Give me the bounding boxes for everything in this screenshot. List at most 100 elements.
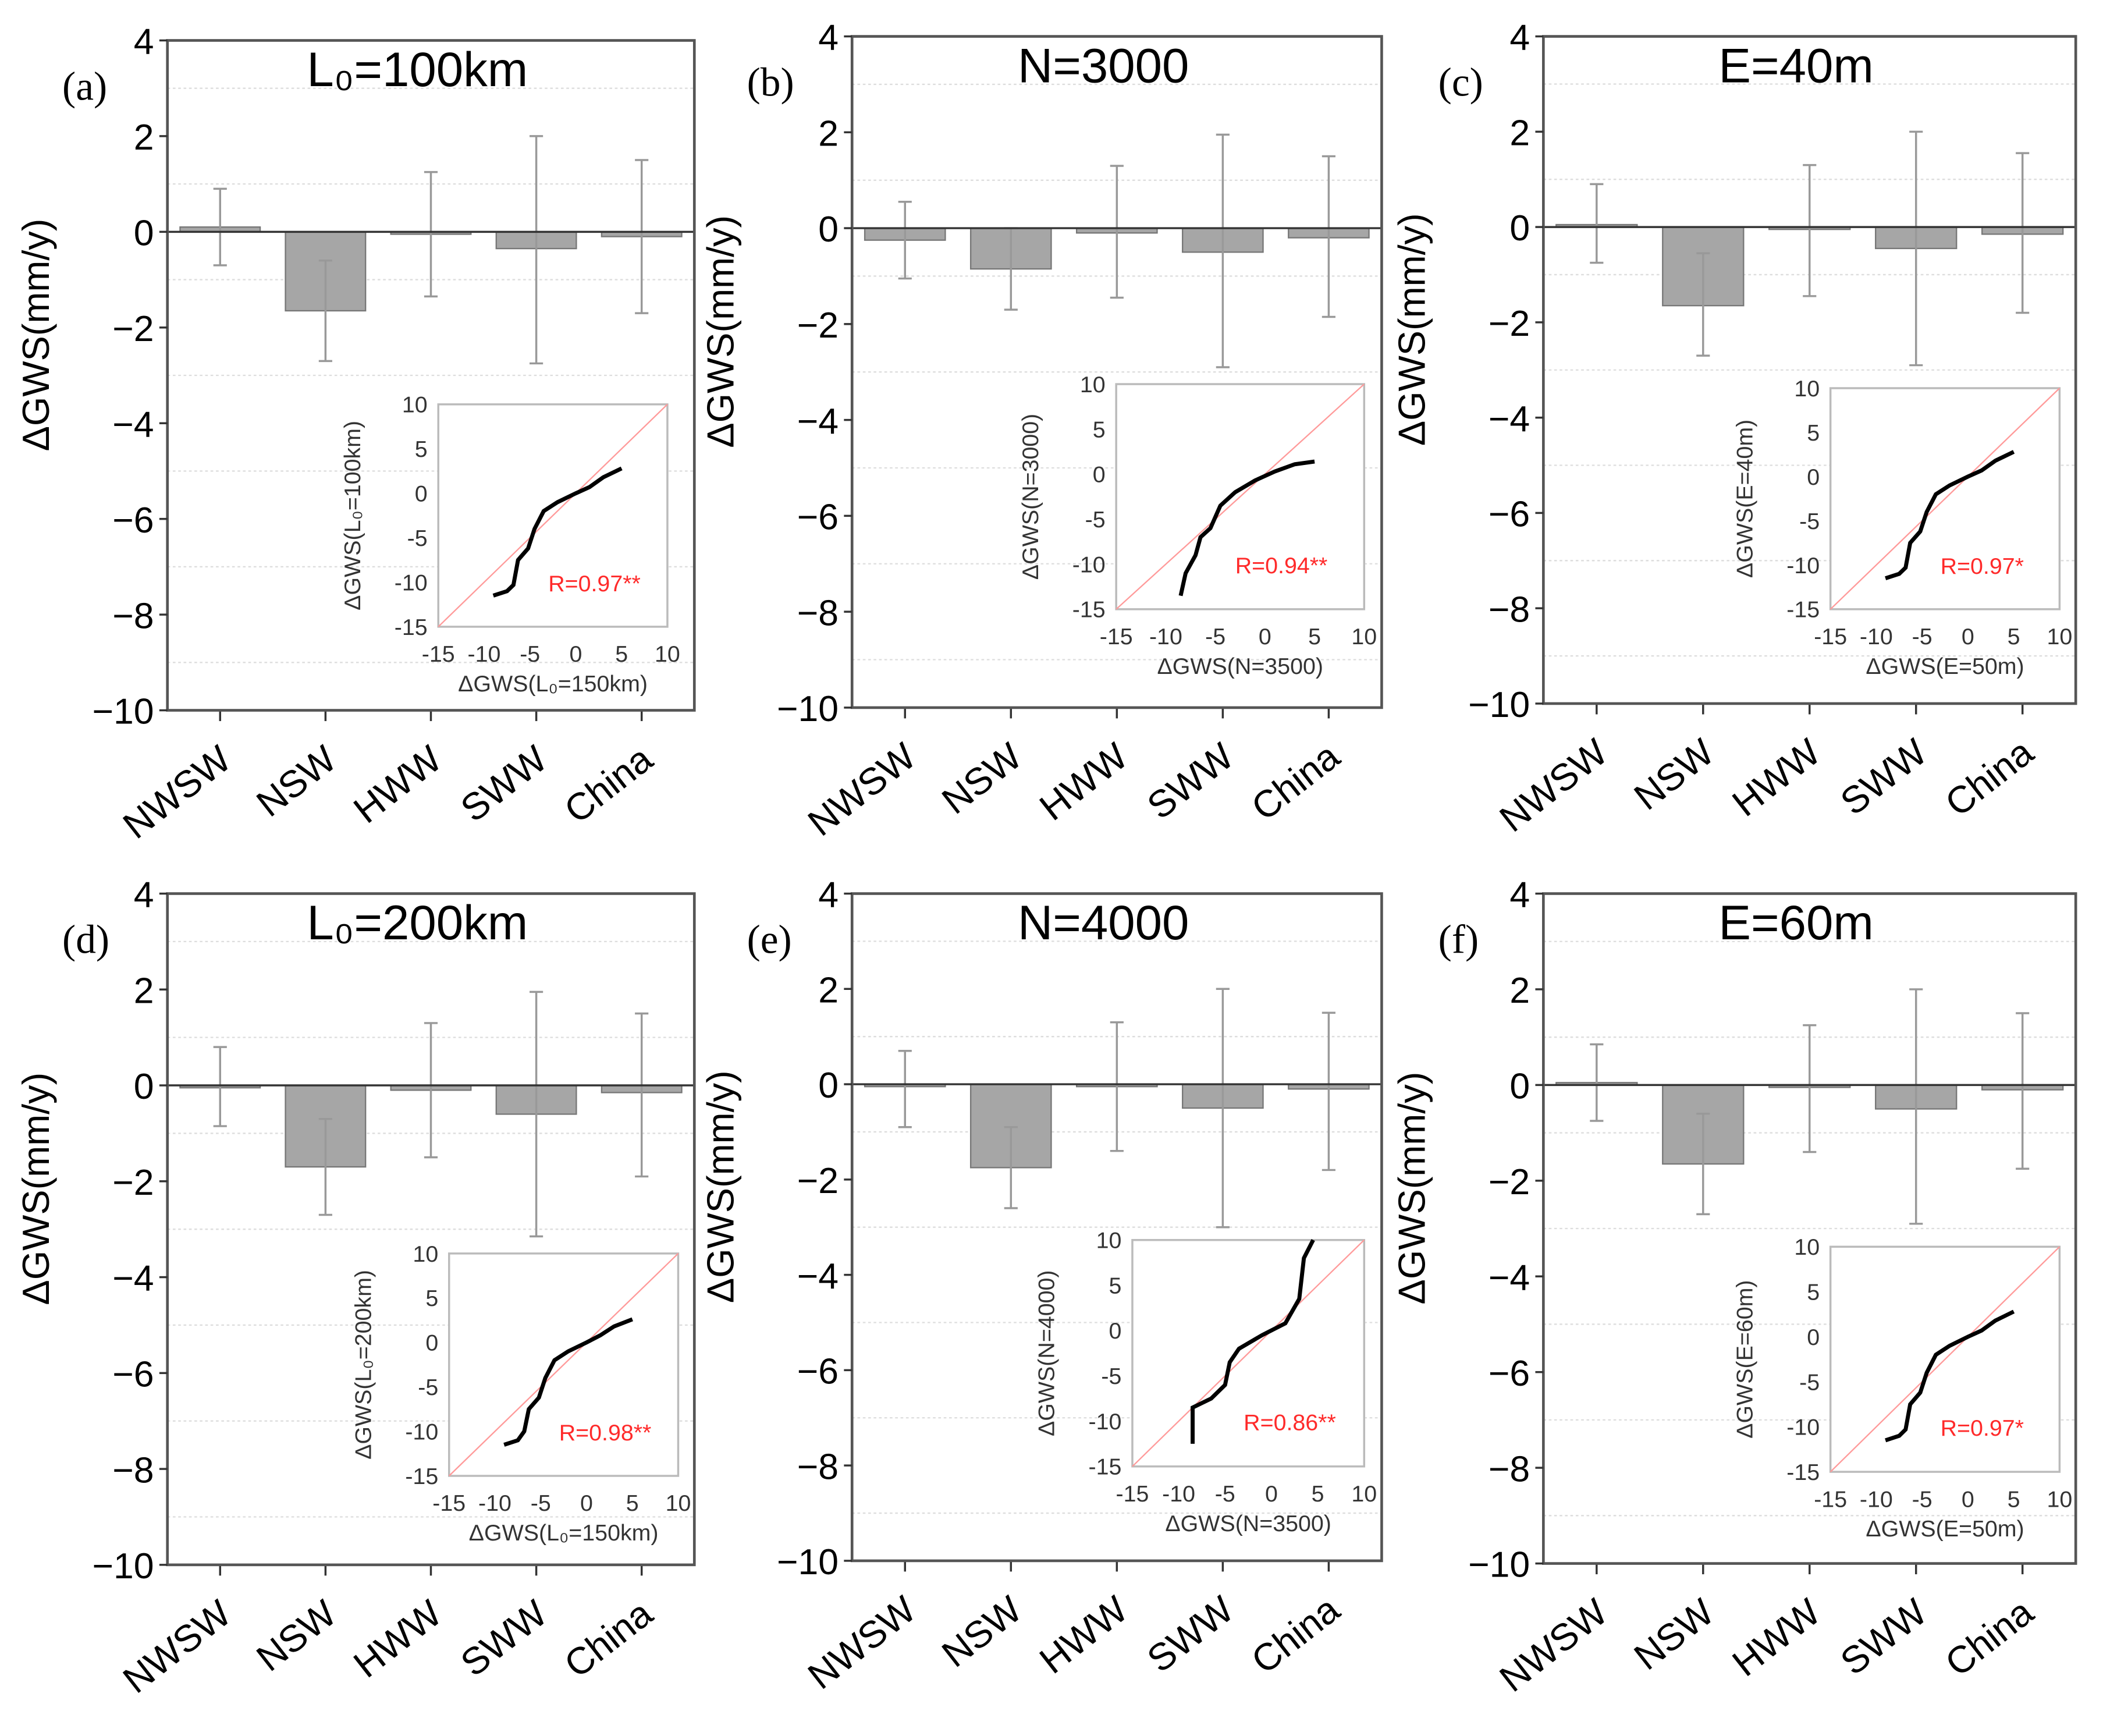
- y-tick-label: −2: [1489, 303, 1530, 344]
- inset-y-tick-label: -10: [1786, 1415, 1820, 1440]
- inset-x-label: ΔGWS(N=3500): [1157, 654, 1323, 679]
- one-to-one-line: [1116, 384, 1365, 610]
- y-tick-label: −4: [112, 404, 154, 445]
- y-tick-label: 0: [1509, 1066, 1530, 1107]
- inset-x-tick-label: 0: [1962, 624, 1974, 649]
- inset-y-tick-label: -15: [1072, 597, 1106, 623]
- y-tick-label: −10: [93, 691, 154, 732]
- y-tick-label: 0: [818, 1065, 839, 1106]
- plot-frame: [850, 892, 1383, 1563]
- inset-y-tick-label: 0: [1109, 1318, 1122, 1344]
- x-tick-label: NSW: [248, 1592, 344, 1680]
- one-to-one-line: [1132, 1239, 1365, 1467]
- correlation-annotation: R=0.97**: [548, 571, 641, 597]
- y-tick-label: 2: [818, 113, 839, 154]
- inset-x-tick-label: -5: [1912, 1486, 1933, 1512]
- inset-y-tick-label: -10: [1786, 553, 1820, 578]
- qq-curve: [503, 1317, 633, 1447]
- y-tick-label: −8: [797, 592, 839, 633]
- inset-y-tick-label: 0: [1093, 462, 1106, 488]
- inset-x-tick-label: 5: [2008, 1486, 2020, 1512]
- inset-x-tick-label: 10: [2047, 1486, 2072, 1512]
- correlation-annotation: R=0.98**: [559, 1420, 652, 1446]
- y-axis-label: ΔGWS(mm/y): [699, 215, 741, 448]
- x-tick-label: NSW: [1626, 730, 1721, 818]
- inset-y-tick-label: 5: [1093, 417, 1106, 442]
- inset-y-tick-label: 10: [413, 1241, 438, 1267]
- inset-x-tick-label: -5: [520, 641, 540, 667]
- inset-y-label: ΔGWS(L₀=100km): [340, 421, 365, 610]
- inset-x-label: ΔGWS(N=3500): [1165, 1511, 1331, 1536]
- x-tick-label: NWSW: [1491, 730, 1615, 840]
- inset-y-tick-label: -5: [418, 1375, 438, 1400]
- y-axis-label: ΔGWS(mm/y): [699, 1070, 741, 1303]
- y-tick-label: −8: [1489, 1449, 1530, 1489]
- y-tick-label: −6: [112, 1354, 154, 1394]
- panel-label: (e): [747, 917, 792, 962]
- plot-frame: [850, 35, 1383, 709]
- x-tick-label: China: [556, 1591, 660, 1685]
- inset-y-tick-label: -15: [1786, 597, 1820, 623]
- x-tick-label: China: [556, 737, 660, 831]
- x-tick-label: China: [1244, 1587, 1348, 1681]
- inset-x-tick-label: 10: [655, 641, 680, 667]
- y-tick-label: −10: [1468, 1545, 1530, 1585]
- y-tick-label: −4: [112, 1258, 154, 1299]
- inset-y-tick-label: 0: [1807, 464, 1820, 490]
- y-tick-label: 4: [818, 17, 839, 58]
- y-tick-label: −2: [112, 1162, 154, 1203]
- y-tick-label: 0: [134, 1066, 154, 1107]
- inset-y-tick-label: 10: [1794, 376, 1820, 402]
- inset-y-label: ΔGWS(E=40m): [1732, 420, 1757, 578]
- y-tick-label: −8: [112, 1450, 154, 1490]
- inset-y-tick-label: 5: [425, 1286, 438, 1311]
- inset-y-tick-label: 10: [402, 392, 428, 418]
- y-tick-label: −4: [1489, 399, 1530, 439]
- panel-title: L₀=100km: [307, 42, 528, 97]
- x-tick-label: HWW: [1032, 734, 1135, 829]
- x-tick-label: HWW: [346, 1592, 449, 1686]
- inset-y-tick-label: -15: [395, 615, 428, 640]
- inset-y-label: ΔGWS(L₀=200km): [350, 1270, 376, 1460]
- inset-x-label: ΔGWS(E=50m): [1866, 1516, 2024, 1542]
- inset-x-tick-label: 0: [570, 641, 582, 667]
- inset-x-tick-label: -5: [1215, 1481, 1235, 1507]
- inset-x-label: ΔGWS(L₀=150km): [458, 671, 648, 697]
- inset-x-tick-label: 0: [580, 1490, 593, 1516]
- inset-x-tick-label: -10: [468, 641, 501, 667]
- y-tick-label: −10: [1468, 684, 1530, 725]
- x-tick-label: China: [1937, 730, 2041, 825]
- y-axis-label: ΔGWS(mm/y): [15, 1073, 57, 1305]
- y-tick-label: −4: [797, 1256, 839, 1297]
- y-tick-label: 0: [818, 209, 839, 250]
- inset-x-tick-label: 5: [626, 1490, 639, 1516]
- inset-y-tick-label: 5: [415, 436, 428, 462]
- y-tick-label: −2: [797, 1160, 839, 1201]
- inset-y-tick-label: 0: [415, 481, 428, 507]
- x-tick-label: HWW: [1724, 1591, 1828, 1685]
- inset-y-tick-label: 10: [1794, 1234, 1820, 1260]
- inset-x-tick-label: -5: [1912, 624, 1933, 649]
- x-tick-label: NSW: [248, 737, 344, 825]
- y-tick-label: −10: [777, 1542, 839, 1582]
- inset-x-tick-label: -10: [478, 1490, 511, 1516]
- y-tick-label: 4: [134, 22, 154, 62]
- x-tick-label: SWW: [1832, 730, 1934, 823]
- inset-y-tick-label: -10: [405, 1419, 438, 1444]
- y-tick-label: 4: [818, 875, 839, 915]
- x-tick-label: China: [1937, 1590, 2041, 1684]
- x-tick-label: NSW: [934, 1588, 1029, 1675]
- plot-frame: [1542, 892, 2077, 1565]
- y-axis-label: ΔGWS(mm/y): [1391, 213, 1433, 446]
- qq-curve: [1178, 459, 1315, 597]
- one-to-one-line: [1830, 1246, 2061, 1472]
- x-tick-label: HWW: [346, 737, 449, 832]
- x-tick-label: China: [1244, 734, 1348, 828]
- x-tick-label: NWSW: [800, 734, 923, 844]
- inset-x-label: ΔGWS(L₀=150km): [469, 1520, 659, 1546]
- inset-x-tick-label: 5: [615, 641, 628, 667]
- panel-label: (c): [1438, 60, 1483, 105]
- y-tick-label: −10: [777, 688, 839, 729]
- inset-x-tick-label: 5: [2008, 624, 2020, 649]
- inset-x-tick-label: -10: [1860, 1486, 1893, 1512]
